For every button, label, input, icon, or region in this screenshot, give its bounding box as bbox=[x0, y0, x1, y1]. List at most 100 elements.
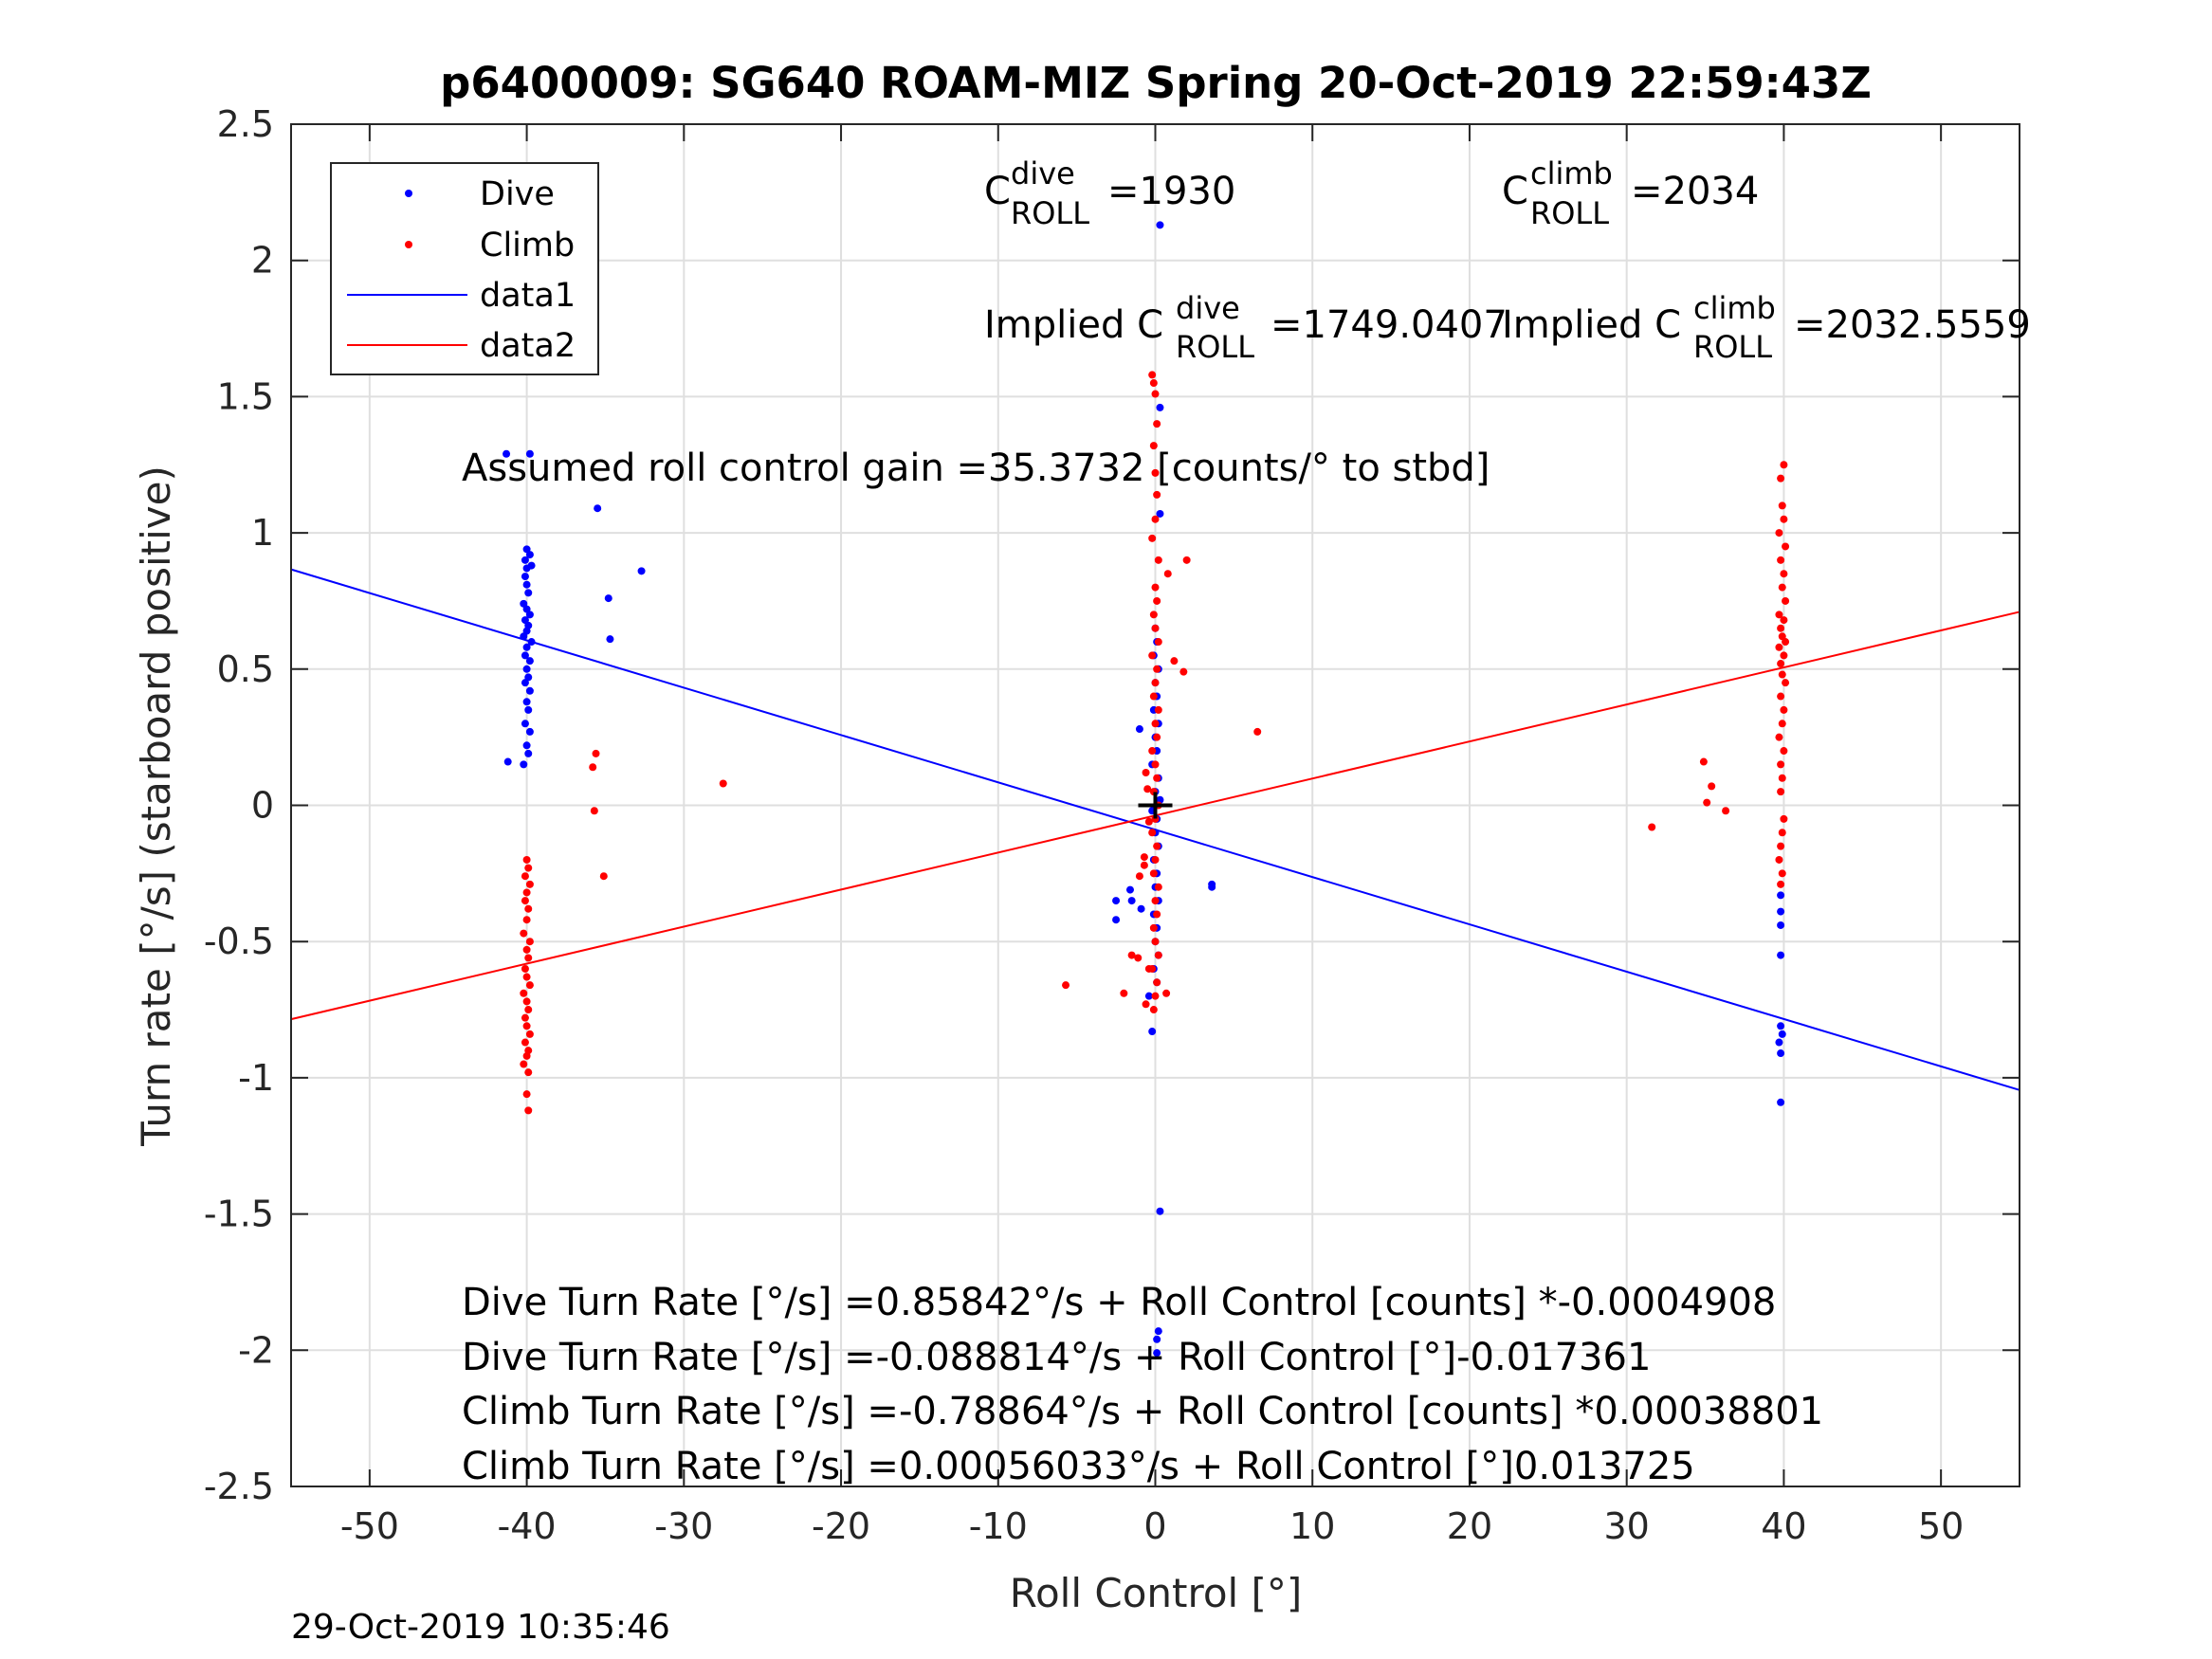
dive-point bbox=[1777, 1098, 1785, 1106]
dive-point bbox=[1777, 921, 1785, 929]
climb-point bbox=[1153, 842, 1161, 850]
climb-point bbox=[522, 945, 531, 954]
climb-point bbox=[521, 964, 529, 973]
dive-point bbox=[521, 573, 529, 581]
dive-point bbox=[1137, 904, 1145, 913]
climb-point bbox=[1782, 542, 1790, 551]
c-dive-annotation: C dive ROLL =1930 bbox=[984, 155, 1235, 231]
climb-point bbox=[1782, 596, 1790, 605]
climb-point bbox=[1151, 992, 1160, 1000]
climb-point bbox=[589, 763, 597, 772]
dive-point bbox=[524, 749, 533, 757]
gain-annotation: Assumed roll control gain =35.3732 [coun… bbox=[462, 447, 1490, 490]
y-axis-label: Turn rate [°/s] (starboard positive) bbox=[133, 465, 179, 1147]
climb-point bbox=[1151, 390, 1160, 398]
dive-point bbox=[1777, 1049, 1785, 1058]
climb-point bbox=[1775, 611, 1783, 619]
c-dive-letter: C bbox=[984, 170, 1011, 213]
dive-point bbox=[525, 449, 534, 458]
climb-point bbox=[1140, 861, 1148, 869]
climb-point bbox=[1253, 727, 1262, 736]
implied-climb-value: =2032.5559 bbox=[1794, 303, 2031, 347]
climb-point bbox=[1780, 705, 1788, 714]
climb-point bbox=[522, 973, 531, 981]
climb-point bbox=[520, 989, 528, 997]
climb-point bbox=[521, 872, 529, 881]
dive-point bbox=[1135, 725, 1143, 734]
c-dive-superscript: dive bbox=[1011, 155, 1075, 191]
dive-point bbox=[1777, 907, 1785, 916]
climb-point bbox=[1775, 855, 1783, 864]
dive-point bbox=[606, 635, 614, 644]
implied-dive-value: =1749.0407 bbox=[1271, 303, 1508, 347]
climb-point bbox=[1648, 823, 1656, 831]
axis-ticks bbox=[291, 123, 2020, 1487]
implied-climb-superscript: climb bbox=[1693, 290, 1776, 326]
climb-point bbox=[1151, 720, 1160, 728]
x-tick-label: -40 bbox=[498, 1505, 557, 1547]
climb-point bbox=[1708, 782, 1716, 791]
climb-point bbox=[1151, 679, 1160, 687]
dive-point bbox=[1153, 1335, 1161, 1343]
climb-point bbox=[525, 981, 534, 990]
climb-point bbox=[1780, 570, 1788, 578]
climb-point bbox=[1780, 814, 1788, 823]
y-tick-label: 2 bbox=[251, 240, 274, 282]
climb-point bbox=[1777, 788, 1785, 796]
climb-point bbox=[522, 1051, 531, 1060]
c-climb-value: =2034 bbox=[1631, 170, 1759, 213]
climb-point bbox=[525, 1030, 534, 1038]
climb-point bbox=[1182, 556, 1191, 564]
dive-point bbox=[521, 651, 529, 660]
climb-point bbox=[1142, 1000, 1150, 1009]
dive-point bbox=[525, 727, 534, 736]
legend-data1-label: data1 bbox=[480, 277, 576, 315]
x-tick-label: 30 bbox=[1604, 1505, 1650, 1547]
dive-point bbox=[522, 741, 531, 750]
dive-point bbox=[524, 589, 533, 597]
climb-points bbox=[520, 371, 1790, 1115]
climb-point bbox=[522, 997, 531, 1006]
climb-point bbox=[1782, 638, 1790, 647]
climb-point bbox=[1149, 692, 1158, 701]
climb-point bbox=[1163, 570, 1172, 578]
climb-point bbox=[1780, 651, 1788, 660]
climb-point bbox=[522, 855, 531, 864]
climb-point bbox=[719, 779, 727, 788]
climb-point bbox=[1778, 670, 1786, 679]
climb-point bbox=[1777, 624, 1785, 632]
climb-point bbox=[1154, 705, 1162, 714]
c-dive-value: =1930 bbox=[1107, 170, 1235, 213]
climb-point bbox=[1153, 910, 1161, 919]
climb-point bbox=[524, 864, 533, 872]
dive-point bbox=[521, 679, 529, 687]
climb-point bbox=[1134, 954, 1143, 962]
timestamp-footer: 29-Oct-2019 10:35:46 bbox=[291, 1608, 670, 1647]
climb-point bbox=[1148, 534, 1157, 542]
x-tick-label: 0 bbox=[1143, 1505, 1166, 1547]
dive-point bbox=[1208, 883, 1216, 891]
climb-point bbox=[1780, 515, 1788, 523]
climb-point bbox=[524, 1006, 533, 1014]
dive-point bbox=[527, 638, 536, 647]
climb-point bbox=[1149, 923, 1158, 932]
climb-point bbox=[1153, 774, 1161, 782]
climb-point bbox=[522, 1022, 531, 1030]
climb-point bbox=[592, 749, 600, 757]
y-tick-label: -1.5 bbox=[204, 1194, 274, 1235]
climb-point bbox=[1144, 964, 1153, 973]
dive-point bbox=[521, 556, 529, 564]
implied-c-dive-annotation: Implied C dive ROLL =1749.0407 bbox=[984, 290, 1508, 365]
legend-data2-label: data2 bbox=[480, 327, 576, 365]
climb-point bbox=[1699, 757, 1708, 766]
climb-point bbox=[1151, 583, 1160, 592]
dive-point bbox=[1112, 897, 1121, 905]
implied-climb-subscript: ROLL bbox=[1693, 329, 1772, 365]
climb-point bbox=[1149, 869, 1158, 878]
x-tick-label: -20 bbox=[812, 1505, 870, 1547]
climb-point bbox=[1151, 624, 1160, 632]
climb-point bbox=[1722, 807, 1730, 815]
climb-point bbox=[521, 1013, 529, 1022]
climb-point bbox=[1777, 880, 1785, 888]
